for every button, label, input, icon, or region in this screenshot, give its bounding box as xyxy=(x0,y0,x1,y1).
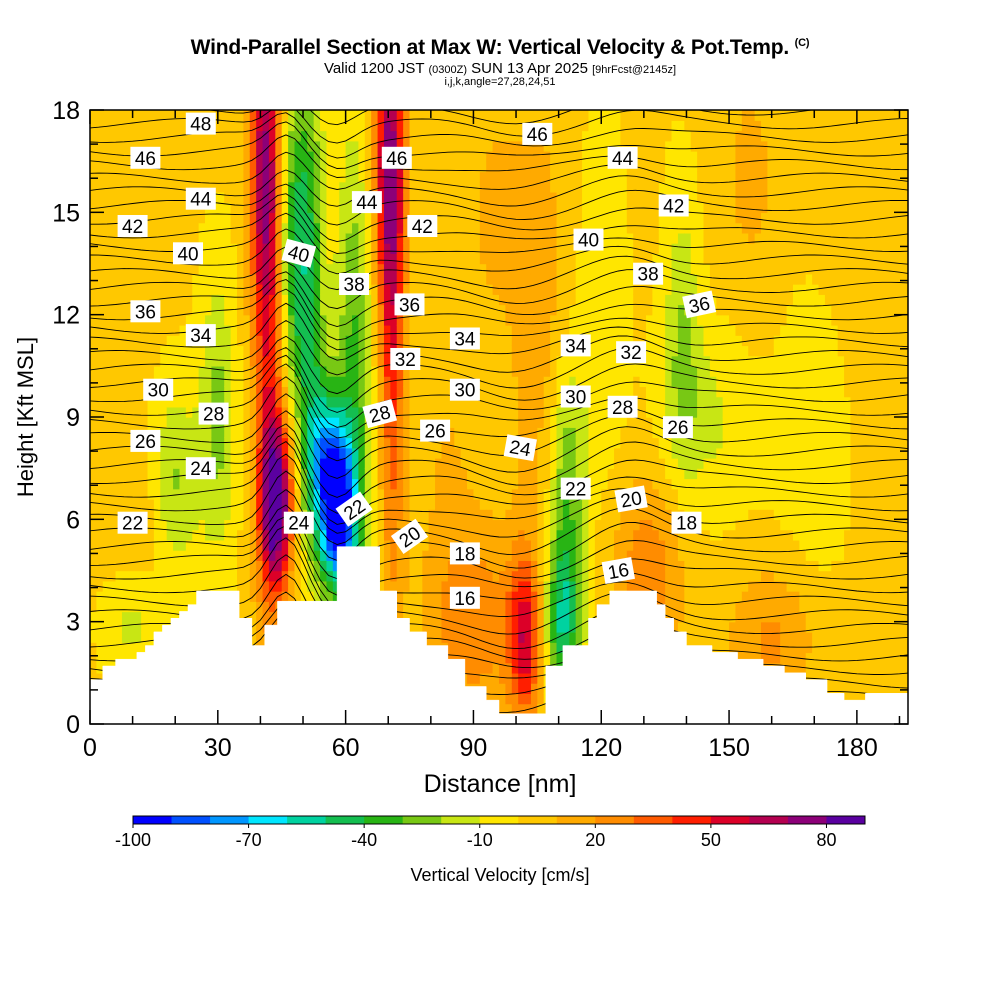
y-tick-label: 15 xyxy=(52,199,80,227)
chart-subtitle: Valid 1200 JST (0300Z) SUN 13 Apr 2025 [… xyxy=(323,60,677,77)
contour-label: 30 xyxy=(560,385,591,409)
chart-grid-indices: i,j,k,angle=27,28,24,51 xyxy=(444,76,556,88)
colorbar-swatch xyxy=(171,816,211,824)
colorbar-swatch xyxy=(787,816,827,824)
contour-label: 40 xyxy=(173,242,203,265)
terrain-profile xyxy=(89,546,909,725)
colorbar-swatch xyxy=(402,816,442,824)
contour-label: 36 xyxy=(130,300,161,323)
y-tick-label: 0 xyxy=(66,711,80,739)
y-tick-label: 18 xyxy=(52,97,80,125)
terrain-mask xyxy=(89,546,909,725)
contour-label: 24 xyxy=(503,434,537,461)
contour-label: 46 xyxy=(522,122,553,146)
chart-title: Wind-Parallel Section at Max W: Vertical… xyxy=(190,36,810,59)
contour-label: 36 xyxy=(394,293,425,316)
colorbar-swatch xyxy=(633,816,673,824)
y-axis-label: Height [Kft MSL] xyxy=(13,337,38,497)
colorbar-tick-label: -40 xyxy=(351,830,377,850)
y-tick-label: 6 xyxy=(66,506,80,534)
colorbar-tick-label: 50 xyxy=(701,830,721,850)
x-tick-label: 30 xyxy=(204,734,232,762)
contour-label: 38 xyxy=(633,262,664,286)
contour-label: 24 xyxy=(283,511,314,535)
contour-label: 16 xyxy=(449,586,480,610)
x-tick-label: 120 xyxy=(580,734,622,762)
colorbar-swatch xyxy=(479,816,519,824)
colorbar-tick-label: 80 xyxy=(816,830,836,850)
colorbar-swatch xyxy=(441,816,481,824)
y-tick-label: 9 xyxy=(66,404,80,432)
contour-label: 18 xyxy=(671,511,702,535)
contour-label: 44 xyxy=(607,146,638,170)
contour-label: 32 xyxy=(390,348,421,371)
contour-label: 24 xyxy=(185,457,216,480)
contour-label: 16 xyxy=(601,557,635,584)
colorbar-swatch xyxy=(710,816,750,824)
contour-label: 26 xyxy=(130,429,161,453)
contour-label: 30 xyxy=(449,378,480,402)
contour-label: 34 xyxy=(560,334,591,357)
colorbar-label: Vertical Velocity [cm/s] xyxy=(410,865,589,885)
contour-label: 40 xyxy=(573,228,604,252)
contour-label: 26 xyxy=(420,419,451,443)
contour-label: 32 xyxy=(616,341,647,364)
contour-label: 42 xyxy=(117,215,148,238)
colorbar-swatch xyxy=(364,816,404,824)
contour-label: 20 xyxy=(614,485,648,513)
colorbar-swatch xyxy=(749,816,789,824)
contour-label: 22 xyxy=(117,511,148,535)
colorbar-swatch xyxy=(556,816,596,824)
x-tick-label: 150 xyxy=(708,734,750,762)
colorbar-swatch xyxy=(325,816,365,824)
contour-label: 28 xyxy=(198,402,229,426)
contour-label: 18 xyxy=(449,542,480,565)
contour-label: 30 xyxy=(143,378,174,402)
contour-label: 38 xyxy=(339,273,370,296)
colorbar-tick-label: -10 xyxy=(467,830,493,850)
colorbar-swatch xyxy=(826,816,866,824)
contour-label: 42 xyxy=(407,215,438,238)
contour-label: 44 xyxy=(185,187,216,211)
contour-label: 22 xyxy=(560,477,591,501)
colorbar-swatch xyxy=(672,816,712,824)
colorbar: -100 -70 -40 -10 20 50 80 xyxy=(115,815,866,850)
colorbar-swatch xyxy=(248,816,288,824)
colorbar-tick-label: -70 xyxy=(236,830,262,850)
contour-label: 46 xyxy=(381,146,412,170)
contour-label: 44 xyxy=(351,191,382,214)
colorbar-swatch xyxy=(595,816,635,824)
colorbar-swatch xyxy=(133,816,173,824)
colorbar-tick-label: -100 xyxy=(115,830,151,850)
contour-label: 34 xyxy=(185,324,216,347)
contour-label: 36 xyxy=(682,290,717,318)
x-axis-label: Distance [nm] xyxy=(424,770,577,798)
contour-label: 28 xyxy=(607,395,638,419)
colorbar-swatch xyxy=(210,816,250,824)
contour-label: 42 xyxy=(658,194,689,218)
contour-label: 28 xyxy=(362,399,398,429)
contour-label: 26 xyxy=(662,416,693,439)
colorbar-swatch xyxy=(518,816,558,824)
contour-label: 48 xyxy=(185,112,216,136)
contour-label: 46 xyxy=(130,146,161,170)
y-tick-label: 3 xyxy=(66,609,80,637)
x-tick-label: 90 xyxy=(460,734,488,762)
y-tick-label: 12 xyxy=(52,302,80,330)
colorbar-swatch xyxy=(287,816,327,824)
contour-label: 34 xyxy=(449,327,480,351)
x-tick-label: 60 xyxy=(332,734,360,762)
x-tick-label: 0 xyxy=(83,734,97,762)
x-tick-label: 180 xyxy=(836,734,878,762)
colorbar-tick-label: 20 xyxy=(585,830,605,850)
